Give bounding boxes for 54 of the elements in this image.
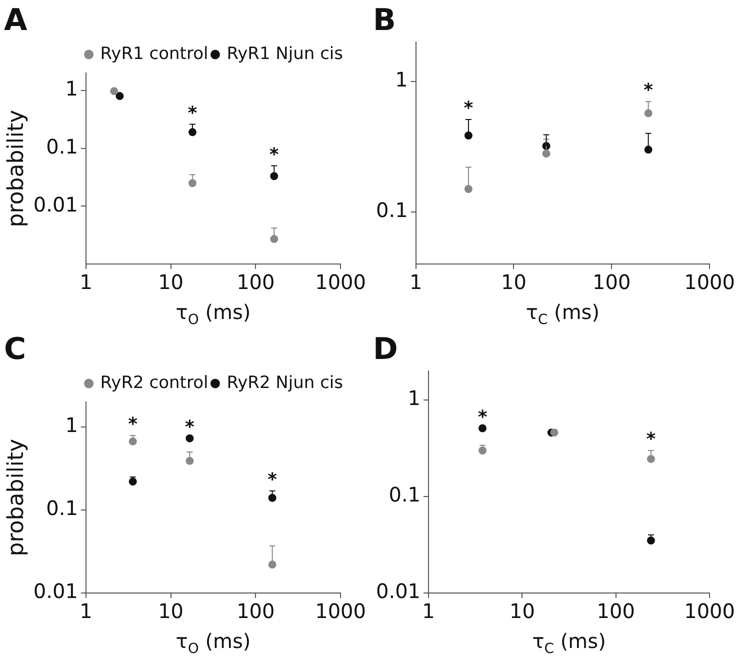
point [478,424,487,432]
x-tick-label: 1000 [315,270,366,294]
point [268,494,276,502]
annotation: * [646,429,656,450]
annotation: * [184,417,195,438]
point [464,132,472,140]
y-tick-label: 1 [408,386,421,410]
x-tick-label: 10 [158,599,184,624]
point [464,184,472,193]
legend-label: RyR2 control [100,372,208,393]
chart-title: B [373,2,396,38]
annotation: * [269,144,280,166]
y-tick-label: 0.1 [46,496,78,520]
y-tick-label: 1 [395,68,408,92]
chart-title: A [4,2,28,38]
y-tick-label: 1 [65,76,78,101]
x-tick-label: 100 [236,599,275,624]
y-tick-label: 0.1 [376,198,408,222]
point [646,454,655,463]
point [646,536,655,545]
legend-label: RyR1 Njun cis [226,44,344,64]
annotation: * [268,470,278,491]
x-tick-label: 10 [158,270,184,294]
y-tick-label: 0.01 [33,192,78,216]
legend-label: RyR2 Njun cis [226,372,344,393]
x-tick-label: 100 [596,599,635,624]
point [644,146,652,154]
point [644,109,652,118]
x-tick-label: 1000 [315,599,366,624]
annotation: * [188,102,198,124]
x-tick-label: 100 [236,270,275,294]
y-axis-title: probability [4,438,29,556]
y-tick-label: 0.01 [376,579,421,604]
point [268,560,276,569]
x-tick-label: 1000 [684,599,736,624]
y-tick-label: 1 [65,413,78,438]
y-axis-title: probability [4,110,29,228]
chart-title: C [4,332,26,367]
x-tick-label: 1000 [684,270,736,294]
x-tick-label: 100 [592,270,631,294]
annotation: * [644,80,654,102]
legend-label: RyR1 control [100,44,208,64]
point [478,446,487,454]
y-tick-label: 0.1 [388,482,421,507]
annotation: * [128,414,138,436]
x-tick-label: 10 [509,599,535,624]
y-tick-label: 0.1 [46,134,78,158]
point [128,437,137,446]
annotation: * [464,98,474,120]
annotation: * [478,406,488,428]
y-tick-label: 0.01 [33,579,78,604]
point [128,478,137,486]
chart-title: D [373,332,398,367]
x-tick-label: 10 [500,270,526,294]
